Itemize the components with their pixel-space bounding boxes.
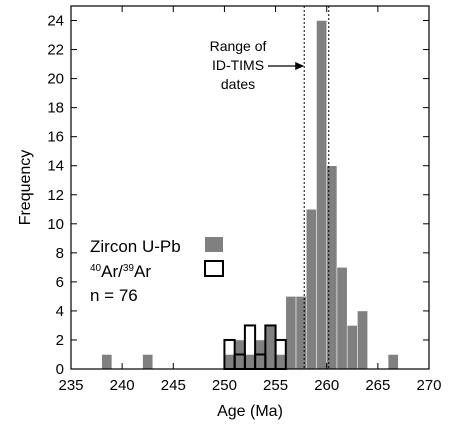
bar-zircon-254 [265,325,276,370]
axis-ticks: 235 240 245 250 255 260 265 2700246810121416182… [47,6,442,394]
y-tick-label-10: 10 [47,216,64,233]
annotation-line-3: dates [221,76,255,92]
id-tims-range-lines [303,6,330,369]
y-tick-label-8: 8 [56,245,64,262]
annotation-arrowhead [295,62,305,70]
legend-label-ar-ar: 40Ar/39Ar [90,262,151,281]
legend-swatch-ar-ar [204,260,224,277]
legend-swatch-zircon [205,237,223,252]
annotation-line-2: ID-TIMS [212,57,264,73]
bar-zircon-259 [316,20,327,370]
y-tick-label-14: 14 [47,158,64,175]
annotation-line-1: Range of [210,38,267,54]
y-tick-label-12: 12 [47,187,64,204]
x-tick-label-245: 245 [161,377,186,394]
y-tick-label-16: 16 [47,129,64,146]
y-tick-label-4: 4 [56,303,64,320]
y-tick-label-20: 20 [47,71,64,88]
bar-zircon-257 [295,296,307,370]
x-tick-label-235: 235 [58,377,83,394]
legend-label-zircon: Zircon U-Pb [90,237,181,256]
bar-zircon-242 [142,354,154,370]
bar-zircon-262 [346,325,358,370]
legend-sample-count: n = 76 [90,286,138,305]
y-tick-label-6: 6 [56,274,64,291]
y-tick-label-22: 22 [47,42,64,59]
ar-text-2: Ar [134,262,151,281]
bar-zircon-252 [244,354,256,370]
bar-zircon-266 [387,354,399,370]
bar-zircon-250 [224,354,235,370]
x-axis-title: Age (Ma) [217,403,283,420]
ar-superscript-39: 39 [123,263,135,274]
bar-zircon-263 [357,310,368,370]
legend: Zircon U-Pb 40Ar/39Ar n = 76 [90,237,224,305]
bar-zircon-261 [336,267,348,370]
ar-text-1: Ar/ [101,262,123,281]
x-tick-label-270: 270 [416,377,441,394]
y-tick-label-24: 24 [47,13,64,30]
bar-zircon-255 [275,354,287,370]
y-tick-label-2: 2 [56,332,64,349]
bar-zircon-258 [306,209,317,370]
y-tick-label-18: 18 [47,100,64,117]
id-tims-annotation: Range of ID-TIMS dates [210,38,305,92]
x-tick-label-260: 260 [314,377,339,394]
x-tick-label-240: 240 [110,377,135,394]
x-tick-label-255: 255 [263,377,288,394]
x-tick-label-250: 250 [212,377,237,394]
bar-zircon-260 [326,165,338,370]
bar-zircon-256 [285,296,297,370]
bar-zircon-238 [101,354,113,370]
ar-superscript-40: 40 [90,263,102,274]
y-tick-label-0: 0 [56,361,64,378]
y-axis-title: Frequency [17,150,34,226]
x-tick-label-265: 265 [365,377,390,394]
plot-frame [70,5,430,370]
